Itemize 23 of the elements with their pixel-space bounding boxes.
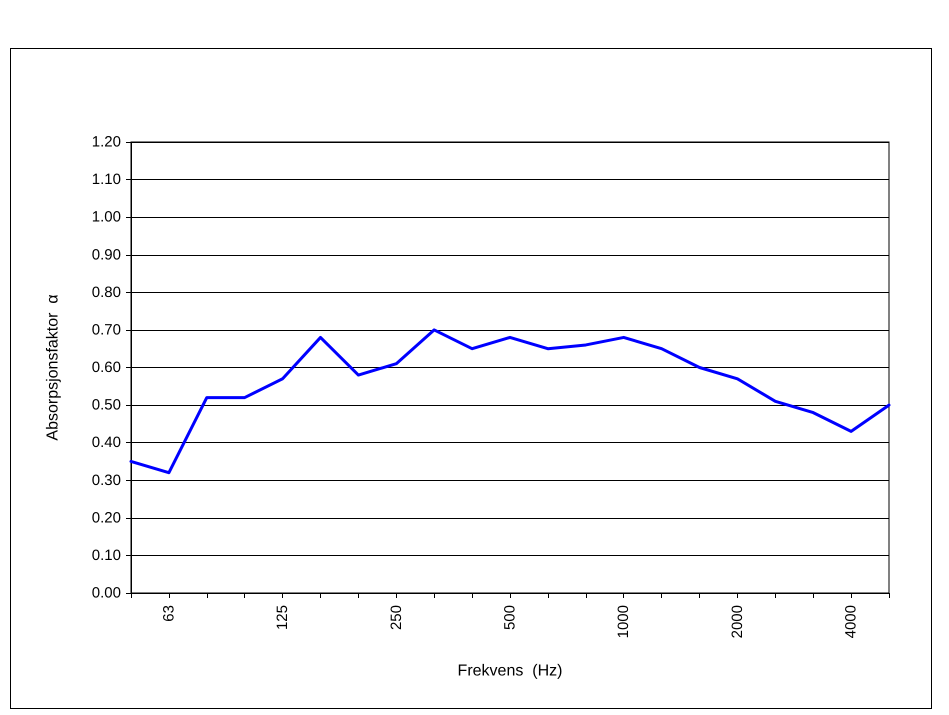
- y-tick-label: 0.90: [92, 246, 121, 264]
- y-tick-label: 1.20: [92, 134, 121, 150]
- y-tick-label: 1.00: [92, 208, 121, 226]
- x-tick-label: 63: [160, 605, 178, 622]
- y-tick-label: 0.30: [92, 472, 121, 489]
- x-tick-label: 2000: [728, 605, 746, 638]
- y-tick-label: 0.80: [92, 284, 121, 301]
- x-tick-label: 4000: [842, 605, 860, 638]
- y-tick-label: 0.60: [92, 359, 121, 376]
- line-series: [130, 328, 890, 474]
- y-tick-label: 0.20: [92, 509, 121, 526]
- x-tick-label: 250: [388, 605, 405, 630]
- y-tick-label: 0.40: [92, 434, 121, 452]
- x-tick-label: 500: [502, 605, 518, 630]
- y-tick-label: 1.10: [92, 171, 121, 188]
- y-tick-label: 0.00: [92, 584, 121, 602]
- y-tick-label: 0.10: [92, 546, 121, 564]
- y-tick-label: 0.70: [92, 321, 121, 338]
- y-axis-title: Absorpsjonsfaktor α: [44, 294, 62, 441]
- x-tick-label: 125: [274, 605, 292, 630]
- x-axis-title: Frekvens (Hz): [458, 662, 562, 680]
- x-tick-label: 1000: [615, 605, 632, 638]
- y-tick-label: 0.50: [92, 396, 121, 414]
